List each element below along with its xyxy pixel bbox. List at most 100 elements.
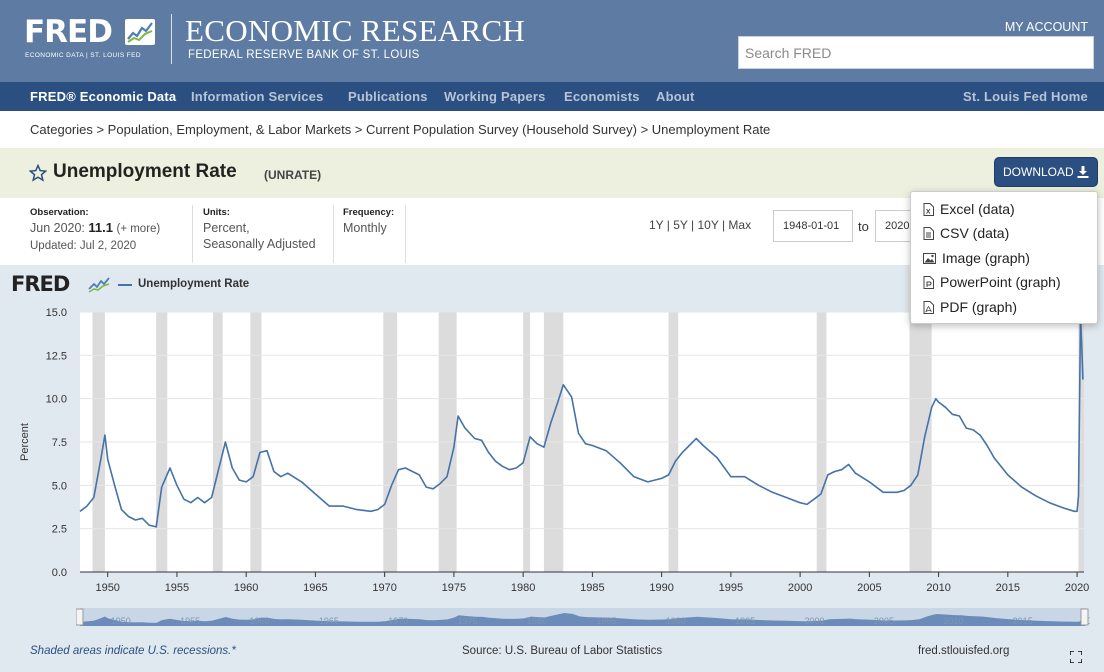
to-label: to	[858, 219, 869, 234]
navigator-tick-label: 1970	[388, 616, 408, 626]
download-powerpoint[interactable]: PowerPoint (graph)	[923, 274, 1061, 294]
federal-reserve-subtitle: FEDERAL RESERVE BANK OF ST. LOUIS	[188, 49, 420, 61]
download-csv[interactable]: CSV (data)	[923, 225, 1009, 245]
observation-label: Observation:	[30, 207, 89, 218]
y-axis-label: Percent	[19, 423, 31, 461]
nav-working-papers[interactable]: Working Papers	[444, 89, 546, 104]
header-divider	[171, 14, 172, 64]
nav-information-services[interactable]: Information Services	[191, 89, 324, 104]
x-tick-label: 1985	[580, 582, 604, 594]
download-pdf[interactable]: PDF (graph)	[923, 299, 1017, 319]
navigator-tick-label: 1975	[458, 616, 478, 626]
excel-file-icon	[923, 203, 934, 216]
fred-url: fred.stlouisfed.org	[918, 645, 1010, 657]
navigator-tick-label: 1965	[319, 616, 339, 626]
economic-research-title[interactable]: ECONOMIC RESEARCH	[185, 13, 526, 48]
fred-logo[interactable]: FRED ECONOMIC DATA | ST. LOUIS FED	[24, 14, 160, 62]
navigator-right-handle	[1080, 608, 1089, 626]
image-file-icon	[923, 253, 936, 264]
download-icon	[1077, 166, 1089, 178]
y-tick-label: 15.0	[46, 307, 67, 319]
source-text: Source: U.S. Bureau of Labor Statistics	[462, 645, 663, 657]
fred-logo-text: FRED	[24, 14, 113, 50]
navigator-tick-label: 2000	[805, 616, 825, 626]
download-excel-label: Excel (data)	[940, 201, 1015, 217]
navigator-tick-label: 1990	[666, 616, 686, 626]
nav-st-louis-fed-home[interactable]: St. Louis Fed Home	[963, 89, 1088, 104]
navigator-tick-label: 1980	[527, 616, 547, 626]
start-date-input[interactable]	[773, 210, 853, 242]
navigator-left-handle	[76, 608, 84, 626]
download-menu: Excel (data) CSV (data) Image (graph) Po…	[910, 191, 1098, 324]
download-powerpoint-label: PowerPoint (graph)	[940, 274, 1061, 290]
units-value-line1: Percent,	[203, 221, 250, 235]
y-tick-label: 7.5	[52, 437, 67, 449]
download-image[interactable]: Image (graph)	[923, 250, 1030, 270]
series-id: (UNRATE)	[264, 168, 322, 182]
observation-value-line: Jun 2020: 11.1 (+ more)	[30, 220, 160, 237]
meta-divider	[192, 205, 193, 263]
csv-file-icon	[923, 227, 934, 240]
my-account-link[interactable]: MY ACCOUNT	[1004, 20, 1088, 34]
nav-economists[interactable]: Economists	[564, 89, 640, 104]
recession-note[interactable]: Shaded areas indicate U.S. recessions.*	[30, 645, 236, 657]
x-tick-label: 2010	[926, 582, 950, 594]
powerpoint-file-icon	[923, 276, 934, 289]
pdf-file-icon	[923, 301, 934, 314]
graph-fred-logo: FRED	[11, 272, 70, 296]
y-tick-label: 2.5	[52, 524, 67, 536]
x-tick-label: 2000	[788, 582, 812, 594]
x-tick-label: 1990	[649, 582, 673, 594]
download-pdf-label: PDF (graph)	[940, 299, 1018, 315]
observation-block: Observation: Jun 2020: 11.1 (+ more) Upd…	[30, 207, 160, 254]
unemployment-chart[interactable]: 0.0 2.5 5.0 7.5 10.0 12.5 15.0 1950 1955 1960 1965…	[0, 296, 1104, 596]
nav-about[interactable]: About	[656, 89, 695, 104]
y-tick-label: 12.5	[46, 350, 67, 362]
frequency-value: Monthly	[343, 221, 387, 235]
x-tick-label: 1965	[303, 582, 327, 594]
download-csv-label: CSV (data)	[940, 225, 1010, 241]
date-range-links[interactable]: 1Y | 5Y | 10Y | Max	[649, 218, 752, 232]
breadcrumb[interactable]: Categories > Population, Employment, & L…	[30, 122, 771, 137]
x-tick-label: 2005	[857, 582, 881, 594]
legend-label: Unemployment Rate	[138, 278, 250, 290]
navigator-series-area	[80, 608, 1085, 626]
observation-value: 11.1	[88, 220, 113, 235]
nav-fred-economic-data[interactable]: FRED® Economic Data	[30, 89, 177, 104]
observation-more-link[interactable]: (+ more)	[116, 223, 161, 235]
search-input[interactable]	[738, 36, 1094, 69]
x-tick-label: 1980	[511, 582, 535, 594]
y-tick-label: 10.0	[46, 394, 67, 406]
range-navigator[interactable]: 1950 1955 1960 1965 1970 1975 1980 1985 1990 1995…	[76, 606, 1090, 628]
units-label: Units:	[203, 207, 230, 218]
series-title: Unemployment Rate	[53, 161, 237, 182]
download-excel[interactable]: Excel (data)	[923, 201, 1015, 221]
navigator-tick-label: 1985	[596, 616, 616, 626]
navigator-tick-label: 1955	[180, 616, 200, 626]
fullscreen-icon[interactable]	[1070, 651, 1082, 663]
frequency-block: Frequency: Monthly	[343, 207, 394, 236]
units-value-line2: Seasonally Adjusted	[203, 237, 316, 251]
site-header: FRED ECONOMIC DATA | ST. LOUIS FED ECONO…	[0, 0, 1104, 82]
navigator-tick-label: 1960	[250, 616, 270, 626]
series-title-bar	[0, 148, 1104, 198]
navigator-tick-label: 2010	[943, 616, 963, 626]
frequency-label: Frequency:	[343, 207, 395, 218]
x-tick-label: 1960	[234, 582, 258, 594]
star-icon[interactable]	[29, 164, 47, 182]
observation-date: Jun 2020:	[30, 221, 85, 235]
navigator-tick-label: 1950	[111, 616, 131, 626]
x-tick-label: 2015	[996, 582, 1020, 594]
units-block: Units: Percent, Seasonally Adjusted	[203, 207, 316, 252]
x-tick-label: 1970	[372, 582, 396, 594]
x-tick-label: 2020	[1065, 582, 1089, 594]
unemployment-rate-line	[79, 316, 1084, 528]
x-tick-label: 1995	[719, 582, 743, 594]
nav-publications[interactable]: Publications	[348, 89, 428, 104]
main-nav: FRED® Economic Data Information Services…	[0, 82, 1104, 111]
navigator-tick-label: 2015	[1013, 616, 1033, 626]
fred-logo-subtitle: ECONOMIC DATA | ST. LOUIS FED	[25, 52, 141, 59]
graph-fred-chart-icon	[88, 277, 110, 293]
x-tick-label: 1955	[165, 582, 189, 594]
meta-divider	[405, 205, 406, 263]
